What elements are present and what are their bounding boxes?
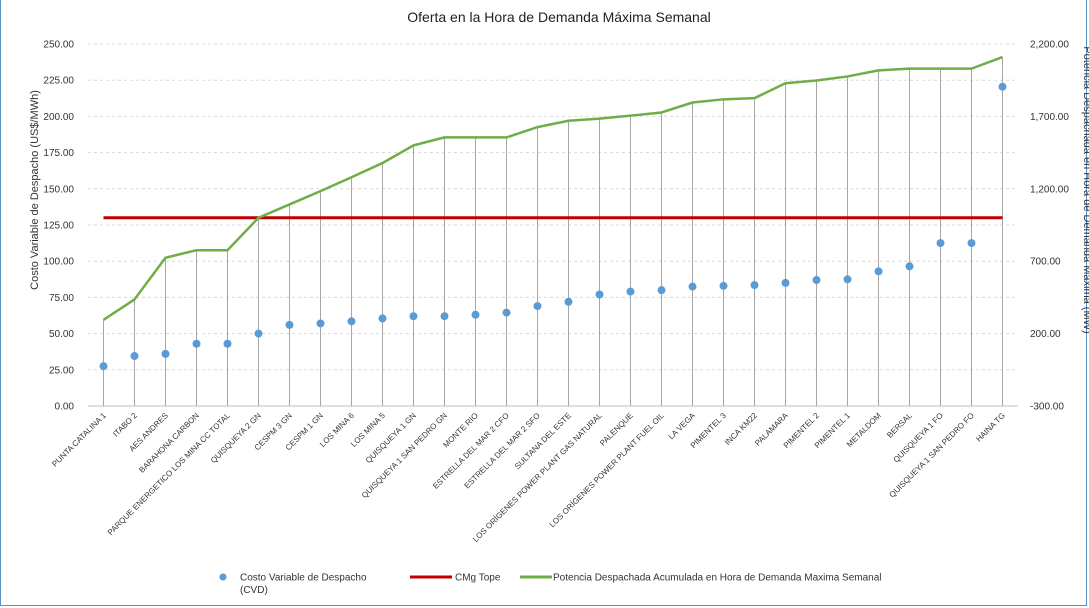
cvd-point (502, 308, 511, 317)
legend-label-potencia: Potencia Despachada Acumulada en Hora de… (553, 573, 882, 584)
category-label: PUNTA CATALINA 1 (50, 411, 108, 469)
cvd-point (285, 320, 294, 329)
cvd-point (874, 267, 883, 276)
cvd-point (440, 312, 449, 321)
cvd-point (750, 281, 759, 290)
y-left-tick-label: 250.00 (43, 40, 74, 51)
cvd-point (316, 319, 325, 328)
cvd-point (719, 281, 728, 290)
cvd-point (161, 349, 170, 358)
cvd-point (533, 302, 542, 311)
legend-item-cmg: CMg Tope (410, 573, 501, 584)
y-right-tick-label: 1,200.00 (1030, 184, 1069, 195)
cvd-series (99, 82, 1007, 371)
cvd-point (192, 339, 201, 348)
y-axis-right-label: Potencia Despachada en Hora de Demanda M… (1081, 46, 1089, 333)
potencia-line (102, 55, 1003, 321)
drop-lines (103, 57, 1003, 406)
legend-item-potencia: Potencia Despachada Acumulada en Hora de… (520, 573, 882, 584)
legend-marker-cvd (219, 573, 227, 581)
cvd-point (130, 352, 139, 361)
cvd-point (781, 278, 790, 287)
cvd-point (905, 262, 914, 271)
category-label: SULTANA DEL ESTE (513, 411, 573, 471)
cvd-point (378, 314, 387, 323)
cvd-point (688, 282, 697, 291)
potencia-series (102, 55, 1003, 321)
cvd-point (409, 312, 418, 321)
cvd-point (967, 239, 976, 248)
cvd-point (998, 82, 1007, 91)
legend-label-cvd: Costo Variable de Despacho (240, 573, 367, 584)
y-left-tick-label: 125.00 (43, 221, 74, 232)
y-left-tick-label: 200.00 (43, 112, 74, 123)
y-left-tick-label: 175.00 (43, 148, 74, 159)
y-right-tick-label: 700.00 (1030, 257, 1061, 268)
legend-item-cvd: Costo Variable de Despacho(CVD) (219, 573, 367, 596)
cvd-point (626, 287, 635, 296)
y-left-tick-label: 0.00 (55, 402, 75, 413)
cvd-point (812, 276, 821, 285)
y-left-tick-label: 50.00 (49, 329, 74, 340)
y-left-tick-label: 25.00 (49, 365, 74, 376)
cvd-point (936, 239, 945, 248)
cvd-point (471, 310, 480, 319)
cvd-point (254, 329, 263, 338)
y-axis-left-label: Costo Variable de Despacho (US$/MWh) (29, 90, 41, 290)
category-label: LOS ORÍGENES POWER PLANT FUEL OIL (548, 411, 667, 530)
y-left-tick-label: 150.00 (43, 184, 74, 195)
cvd-point (564, 297, 573, 306)
y-right-tick-label: 2,200.00 (1030, 40, 1069, 51)
y-left-tick-label: 100.00 (43, 257, 74, 268)
cvd-point (657, 286, 666, 295)
y-left-tick-label: 225.00 (43, 76, 74, 87)
legend-label-cvd-cont: (CVD) (240, 585, 268, 596)
y-right-tick-label: 1,700.00 (1030, 112, 1069, 123)
grid (88, 43, 1018, 371)
category-label: BARAHONA CARBON (137, 411, 201, 475)
y-right-tick-label: 200.00 (1030, 329, 1061, 340)
y-left-tick-label: 75.00 (49, 293, 74, 304)
chart-title: Oferta en la Hora de Demanda Máxima Sema… (407, 9, 710, 25)
y-right-tick-label: -300.00 (1030, 402, 1064, 413)
category-label: BERSAL (885, 411, 914, 440)
cvd-point (843, 275, 852, 284)
cvd-point (99, 362, 108, 371)
cvd-point (595, 290, 604, 299)
legend-label-cmg: CMg Tope (455, 573, 501, 584)
category-label: ITABO 2 (111, 411, 139, 439)
right-axis-ticks: -300.00 200.00 700.00 1,200.00 1,700.00 2,200… (1030, 40, 1069, 413)
category-label: LA VEGA (667, 411, 698, 442)
legend: Costo Variable de Despacho(CVD) CMg Tope P… (219, 573, 882, 596)
left-axis-ticks: 0.00 25.00 50.00 75.00 100.00 125.00 150.00 175… (43, 40, 74, 413)
category-label: HAINA TG (974, 411, 1007, 444)
cvd-point (347, 317, 356, 326)
cvd-point (223, 339, 232, 348)
